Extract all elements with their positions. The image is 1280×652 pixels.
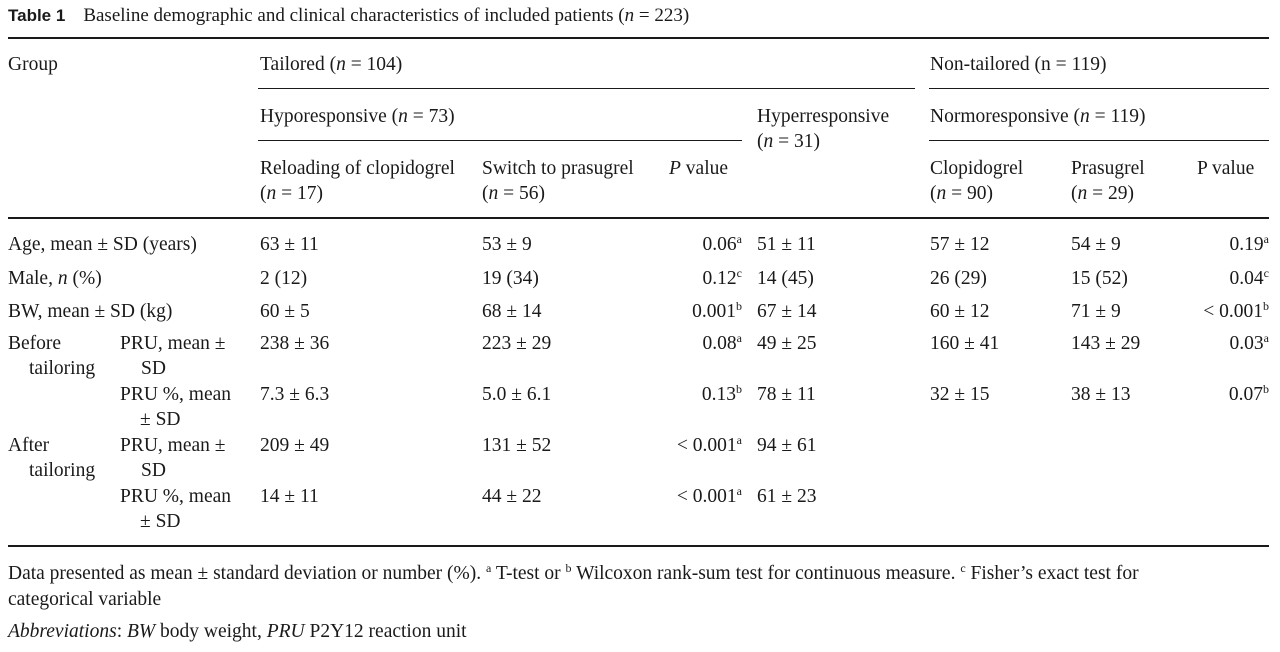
table-cell: 238 ± 36	[260, 333, 330, 354]
p-value-cell: < 0.001a	[676, 433, 742, 456]
row-before-pru-label: PRU, mean ± SD	[120, 333, 226, 379]
header-non-tailored: Non-tailored (n = 119)	[930, 54, 1107, 75]
table-cell: 54 ± 9	[1071, 234, 1121, 255]
p-value-cell: 0.06a	[702, 232, 742, 255]
row-bw-label: BW, mean ± SD (kg)	[8, 301, 173, 322]
table-cell: 14 ± 11	[260, 486, 319, 507]
table-cell: 209 ± 49	[260, 435, 330, 456]
header-bottom-rule	[8, 217, 1269, 219]
header-switch-prasugrel: Switch to prasugrel (n = 56)	[482, 158, 634, 204]
table-cell: 60 ± 12	[930, 301, 990, 322]
p-value-cell: 0.12c	[702, 266, 742, 289]
table-cell: 78 ± 11	[757, 384, 816, 405]
table-cell: 160 ± 41	[930, 333, 1000, 354]
table-footnote: Data presented as mean ± standard deviat…	[8, 561, 1139, 610]
header-hyporesponsive: Hyporesponsive (n = 73)	[260, 106, 455, 127]
table-cell: 32 ± 15	[930, 384, 990, 405]
table-cell: 38 ± 13	[1071, 384, 1131, 405]
p-value-cell: 0.07b	[1228, 382, 1269, 405]
table-cell: 5.0 ± 6.1	[482, 384, 552, 405]
header-reloading-clopidogrel: Reloading of clopidogrel (n = 17)	[260, 158, 455, 204]
table-cell: 19 (34)	[482, 268, 539, 289]
header-group: Group	[8, 54, 58, 75]
tailored-rule	[258, 88, 915, 90]
table-bottom-rule	[8, 545, 1269, 547]
table-cell: 51 ± 11	[757, 234, 816, 255]
row-group-after-tailoring: After tailoring	[8, 435, 96, 481]
table-cell: 7.3 ± 6.3	[260, 384, 330, 405]
row-age-label: Age, mean ± SD (years)	[8, 234, 197, 255]
p-value-cell: 0.03a	[1229, 331, 1269, 354]
header-p-value-non-tailored: P value	[1197, 158, 1255, 179]
header-normoresponsive: Normoresponsive (n = 119)	[930, 106, 1146, 127]
header-hyperresponsive: Hyperresponsive (n = 31)	[757, 106, 890, 152]
p-value-cell: 0.19a	[1229, 232, 1269, 255]
table-cell: 223 ± 29	[482, 333, 552, 354]
table-cell: 61 ± 23	[757, 486, 817, 507]
non-tailored-rule	[929, 88, 1269, 90]
p-value-cell: < 0.001b	[1203, 299, 1269, 322]
normo-rule	[929, 140, 1269, 142]
table-cell: 94 ± 61	[757, 435, 817, 456]
table-cell: 71 ± 9	[1071, 301, 1121, 322]
header-tailored: Tailored (n = 104)	[260, 54, 403, 75]
table-label: Table 1	[8, 6, 66, 25]
table-cell: 131 ± 52	[482, 435, 552, 456]
table-cell: 67 ± 14	[757, 301, 817, 322]
hypo-rule	[258, 140, 742, 142]
header-prasugrel: Prasugrel (n = 29)	[1071, 158, 1145, 204]
table-abbreviations: Abbreviations: BW body weight, PRU P2Y12…	[8, 621, 467, 642]
header-clopidogrel: Clopidogrel (n = 90)	[930, 158, 1024, 204]
table-cell: 57 ± 12	[930, 234, 990, 255]
table-cell: 15 (52)	[1071, 268, 1128, 289]
table-cell: 2 (12)	[260, 268, 308, 289]
table-cell: 53 ± 9	[482, 234, 532, 255]
table-cell: 44 ± 22	[482, 486, 542, 507]
caption-text: Baseline demographic and clinical charac…	[83, 5, 690, 26]
p-value-cell: < 0.001a	[676, 484, 742, 507]
table-cell: 63 ± 11	[260, 234, 319, 255]
row-before-pru-pct-label: PRU %, mean ± SD	[120, 384, 232, 430]
p-value-cell: 0.04c	[1229, 266, 1269, 289]
p-value-cell: 0.001b	[692, 299, 742, 322]
p-value-cell: 0.13b	[701, 382, 742, 405]
row-after-pru-label: PRU, mean ± SD	[120, 435, 226, 481]
table-cell: 14 (45)	[757, 268, 814, 289]
table-cell: 68 ± 14	[482, 301, 542, 322]
row-male-label: Male, n (%)	[8, 268, 102, 289]
table-caption: Table 1 Baseline demographic and clinical…	[8, 5, 689, 27]
table-cell: 49 ± 25	[757, 333, 817, 354]
header-p-value-tailored: P value	[669, 158, 729, 179]
row-group-before-tailoring: Before tailoring	[8, 333, 96, 379]
table-cell: 26 (29)	[930, 268, 987, 289]
table-cell: 60 ± 5	[260, 301, 310, 322]
top-rule	[8, 37, 1269, 39]
p-value-cell: 0.08a	[702, 331, 742, 354]
table-cell: 143 ± 29	[1071, 333, 1141, 354]
row-after-pru-pct-label: PRU %, mean ± SD	[120, 486, 232, 532]
